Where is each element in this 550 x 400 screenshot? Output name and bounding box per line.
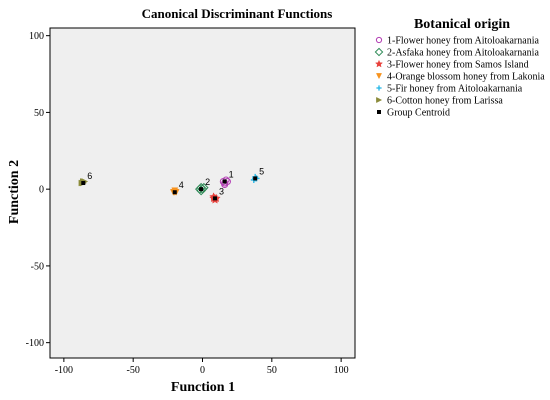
legend-marker bbox=[376, 85, 382, 91]
centroid-label: 3 bbox=[219, 186, 224, 196]
x-tick-label: 0 bbox=[200, 365, 205, 376]
legend-marker bbox=[375, 36, 383, 44]
legend-entry: 5-Fir honey from Aitoloakarnania bbox=[387, 84, 523, 95]
legend-marker bbox=[377, 110, 381, 114]
x-tick-label: -50 bbox=[127, 365, 140, 376]
x-tick-label: 50 bbox=[267, 365, 277, 376]
legend-entry: 1-Flower honey from Aitoloakarnania bbox=[387, 36, 539, 47]
legend-title: Botanical origin bbox=[414, 17, 510, 32]
y-tick-label: 50 bbox=[34, 108, 44, 119]
legend: Botanical origin 1-Flower honey from Ait… bbox=[374, 17, 545, 119]
centroid-label: 2 bbox=[205, 177, 210, 187]
y-tick-label: -50 bbox=[31, 261, 44, 272]
legend-entry: 2-Asfaka honey from Aitoloakarnania bbox=[387, 48, 539, 59]
legend-marker bbox=[374, 59, 384, 68]
legend-entry: 3-Flower honey from Samos Island bbox=[387, 60, 529, 71]
point-2 bbox=[199, 182, 209, 193]
point-2 bbox=[196, 185, 206, 196]
y-tick-label: 0 bbox=[39, 185, 44, 196]
x-tick-label: -100 bbox=[55, 365, 73, 376]
centroid-6 bbox=[81, 181, 86, 186]
centroid-5 bbox=[253, 176, 258, 181]
centroid-label: 4 bbox=[179, 180, 184, 190]
legend-marker bbox=[375, 73, 383, 80]
legend-entry: 4-Orange blossom honey from Lakonia bbox=[387, 72, 545, 83]
legend-marker bbox=[374, 47, 384, 57]
x-tick-label: 100 bbox=[334, 365, 349, 376]
y-axis-label: Function 2 bbox=[7, 160, 22, 224]
centroid-3 bbox=[212, 196, 217, 201]
x-axis-label: Function 1 bbox=[171, 380, 235, 395]
centroid-4 bbox=[172, 190, 177, 195]
centroid-label: 5 bbox=[259, 166, 264, 176]
centroid-1 bbox=[222, 179, 227, 184]
centroid-label: 6 bbox=[87, 171, 92, 181]
y-tick-label: -100 bbox=[26, 338, 44, 349]
chart-title: Canonical Discriminant Functions bbox=[142, 6, 333, 21]
y-tick-label: 100 bbox=[29, 31, 44, 42]
legend-marker bbox=[376, 96, 383, 104]
centroid-label: 1 bbox=[229, 169, 234, 179]
legend-entry: Group Centroid bbox=[387, 108, 450, 119]
centroid-2 bbox=[199, 187, 204, 192]
axes: -100 -50 0 50 100 -100 -50 0 50 100 bbox=[26, 31, 349, 376]
legend-entry: 6-Cotton honey from Larissa bbox=[387, 96, 503, 107]
